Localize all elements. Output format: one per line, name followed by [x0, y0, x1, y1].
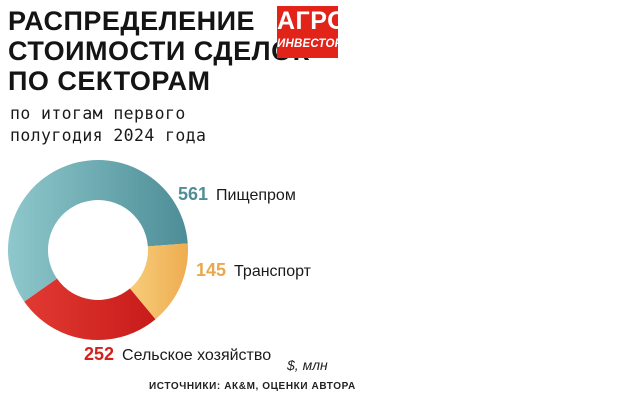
value-label-selskoe-khozyaystvo: 252 [84, 344, 115, 364]
agroinvestor-logo: АГРО ИНВЕСТОР [277, 6, 348, 58]
source-note: ИСТОЧНИКИ: АК&М, ОЦЕНКИ АВТОРА [149, 381, 356, 392]
subtitle-line-1: по итогам первого [10, 104, 186, 123]
slice-label-selskoe-khozyaystvo: 252 Сельское хозяйство [84, 344, 271, 366]
chart-subtitle: по итогам первого полугодия 2024 года [10, 103, 206, 147]
title-line-1: РАСПРЕДЕЛЕНИЕ [8, 6, 255, 36]
value-label-transport: 145 [196, 260, 227, 280]
slice-selskoe-khozyaystvo [24, 278, 156, 341]
slice-label-pishcheprom: 561 Пищепром [178, 184, 296, 206]
logo-line-1: АГРО [277, 7, 348, 35]
logo-line-2: ИНВЕСТОР [277, 38, 343, 50]
title-line-2: СТОИМОСТИ СДЕЛОК [8, 36, 310, 66]
slice-pishcheprom [7, 159, 188, 302]
chart-title: РАСПРЕДЕЛЕНИЕ СТОИМОСТИ СДЕЛОК ПО СЕКТОР… [8, 6, 310, 96]
slice-label-transport: 145 Транспорт [196, 260, 311, 282]
category-label-pishcheprom: Пищепром [216, 187, 296, 204]
unit-label: $, млн [287, 357, 328, 373]
category-label-selskoe-khozyaystvo: Сельское хозяйство [122, 347, 272, 364]
slice-transport [129, 243, 188, 320]
title-line-3: ПО СЕКТОРАМ [8, 66, 211, 96]
value-label-pishcheprom: 561 [178, 184, 209, 204]
category-label-transport: Транспорт [234, 263, 311, 280]
subtitle-line-2: полугодия 2024 года [10, 126, 207, 145]
